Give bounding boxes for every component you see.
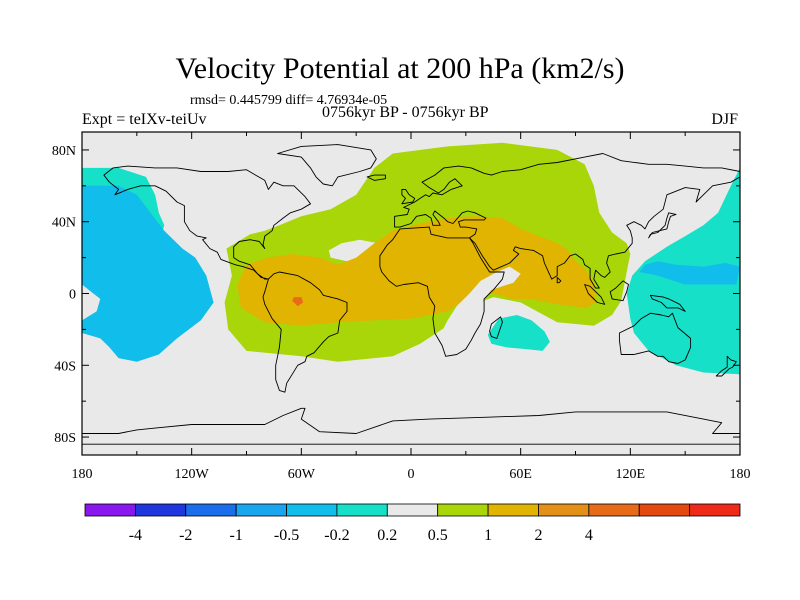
coastline-sri-lanka: [556, 276, 562, 284]
colorbar-label: 0.2: [377, 527, 397, 544]
colorbar-swatch: [235, 503, 287, 517]
colorbar-swatch: [336, 503, 388, 517]
colorbar-label: -4: [129, 527, 142, 544]
lon-tick-label: 180: [72, 467, 93, 482]
coastline-south-america: [262, 271, 348, 393]
coastline-great-britain: [401, 188, 416, 205]
coastline-new-guinea: [649, 294, 686, 312]
coastline-australia: [618, 312, 692, 364]
region-max-south-america: [292, 297, 304, 307]
coastline-greenland: [277, 144, 377, 187]
coastline-north-america: [103, 165, 311, 280]
colorbar-swatch: [134, 503, 187, 517]
period-label: 0756kyr BP - 0756kyr BP: [322, 104, 489, 121]
coastline-africa: [379, 226, 505, 357]
lon-tick-label: 180: [730, 467, 751, 482]
colorbar-swatch: [185, 503, 237, 517]
colorbar-label: 1: [484, 527, 492, 544]
coastline-madagascar: [489, 316, 503, 339]
colorbar-swatch: [538, 503, 590, 517]
colorbar-label: -2: [179, 527, 192, 544]
colorbar-swatch: [84, 503, 136, 517]
colorbar-swatch: [638, 503, 691, 517]
coastline-antarctica: [82, 407, 740, 445]
stats-label: rmsd= 0.445799 diff= 4.76934e-05: [190, 93, 388, 108]
lon-tick-label: 120W: [175, 467, 210, 482]
colorbar-label: 0.5: [428, 527, 448, 544]
lat-tick-label: 40N: [52, 216, 76, 231]
region-pos-tropics-core: [237, 216, 596, 326]
lon-tick-label: 60E: [509, 467, 532, 482]
coastline-new-zealand: [715, 355, 737, 377]
lon-tick-label: 0: [408, 467, 415, 482]
lat-tick-label: 80N: [52, 144, 76, 159]
region-neg-east-pacific-core: [82, 185, 214, 362]
coastline-eurasia: [394, 153, 740, 289]
colorbar-swatch: [588, 503, 640, 517]
lat-tick-label: 80S: [54, 431, 76, 446]
region-neg-indian-ocean: [487, 315, 550, 351]
colorbar-label: -1: [229, 527, 242, 544]
colorbar-label: -0.2: [324, 527, 349, 544]
coastline-japan: [648, 212, 677, 239]
lon-tick-label: 120E: [616, 467, 646, 482]
colorbar-swatch: [487, 503, 539, 517]
colorbar-swatch: [386, 503, 439, 517]
colorbar-swatch: [286, 503, 338, 517]
coastline-sumatra: [584, 284, 606, 305]
colorbar: -4 -2 -1 -0.5 -0.2 0.2 0.5 1 2 4: [84, 503, 741, 544]
coastline-borneo: [609, 280, 629, 302]
season-label: DJF: [711, 111, 738, 128]
lat-tick-label: 40S: [54, 359, 76, 374]
colorbar-swatch: [437, 503, 489, 517]
lat-tick-label: 0: [69, 288, 76, 303]
region-neg-east-africa: [438, 266, 521, 351]
colorbar-label: 4: [585, 527, 593, 544]
plot-title: Velocity Potential at 200 hPa (km2/s): [175, 52, 625, 85]
colorbar-label: 2: [534, 527, 542, 544]
region-neg-west-pacific-core: [639, 261, 740, 285]
colorbar-swatch: [689, 503, 741, 517]
lon-tick-label: 60W: [288, 467, 316, 482]
coastline-iceland: [366, 174, 386, 181]
experiment-label: Expt = teIXv-teiUv: [82, 111, 207, 128]
colorbar-label: -0.5: [274, 527, 299, 544]
